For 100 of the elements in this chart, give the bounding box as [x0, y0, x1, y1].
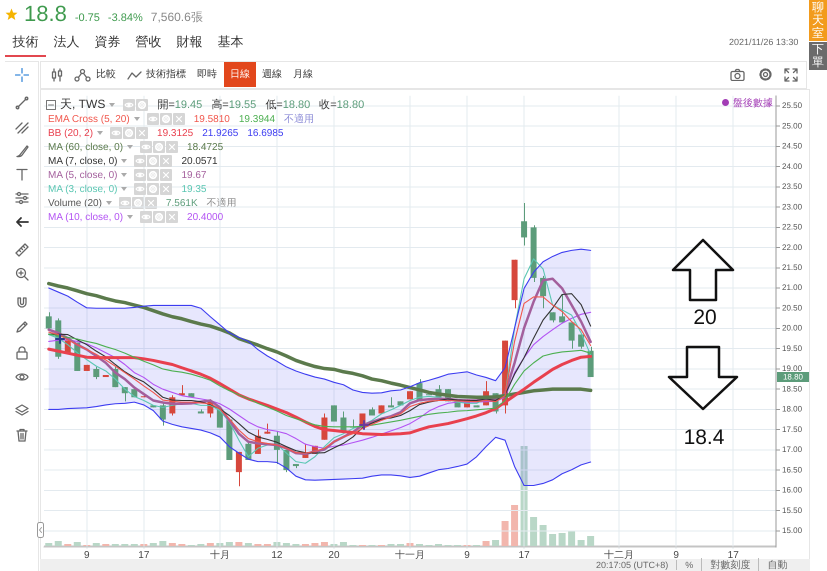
annotation: 低=18.80 [265, 99, 310, 111]
text: MA (10, close, 0) [48, 212, 124, 222]
candlestick [236, 451, 242, 487]
bar [568, 531, 576, 546]
annotation: 18.80 [782, 372, 804, 382]
text: 即時 [197, 68, 217, 81]
candlestick [559, 294, 566, 323]
x-tick-label: 20 [328, 550, 340, 561]
text: 2021/11/26 13:30 [729, 37, 798, 47]
bar [549, 534, 556, 546]
text: -0.75 [74, 12, 100, 24]
text: -3.84% [108, 12, 143, 24]
bar [54, 541, 62, 546]
y-tick-label: 21.50 [782, 262, 803, 272]
text: 比較 [96, 68, 116, 81]
annotation: 18.4725 [187, 142, 224, 152]
bar [340, 542, 347, 546]
bar [558, 533, 566, 546]
annotation: 19.3944 [238, 114, 276, 124]
annotation: 20.4000 [187, 212, 224, 222]
text: 7,560.6張 [150, 9, 203, 26]
text: 法人 [52, 33, 80, 51]
bar [45, 543, 52, 546]
x-tick-label: 十一月 [395, 548, 425, 561]
text: 18.8 [24, 1, 67, 27]
annotation: 高=19.55 [211, 99, 256, 111]
text: 技術指標 [146, 68, 186, 81]
text: 對數刻度 [701, 558, 758, 571]
y-tick-label: 17.00 [782, 445, 803, 454]
x-tick-label: 17 [518, 550, 530, 561]
bar [235, 542, 242, 546]
text: 技術 [5, 33, 46, 57]
x-tick-label: 17 [728, 550, 740, 561]
annotation: 20.0571 [181, 156, 218, 166]
text: MA (7, close, 0) [48, 156, 118, 166]
candlestick [521, 202, 528, 246]
x-tick-label: 9 [84, 550, 90, 561]
y-tick-label: 19.50 [782, 344, 803, 353]
x-tick-label: 17 [138, 550, 150, 561]
text: BB (20, 2) [48, 128, 94, 138]
x-tick-label: 十二月 [604, 548, 634, 561]
text: 日線 [224, 62, 256, 87]
bar [206, 543, 214, 546]
bar [244, 543, 252, 546]
bar [320, 542, 328, 546]
x-tick-label: 9 [464, 550, 470, 561]
text: 基本 [216, 33, 244, 51]
text: EMA Cross (5, 20) [48, 114, 130, 124]
y-tick-label: 23.00 [782, 202, 803, 212]
y-tick-label: 25.50 [782, 101, 803, 110]
candlestick [388, 396, 394, 408]
y-tick-label: 17.50 [782, 424, 803, 434]
candlestick [93, 366, 100, 380]
text: 資券 [94, 33, 122, 51]
annotation: 20 [692, 306, 718, 330]
y-tick-label: 20.00 [782, 324, 803, 333]
text: 財報 [176, 33, 204, 51]
bar [311, 543, 318, 546]
annotation: 收=18.80 [319, 99, 364, 111]
y-tick-label: 16.50 [782, 465, 803, 474]
y-tick-label: 18.00 [782, 404, 803, 414]
x-tick-label: 9 [673, 550, 680, 561]
annotation: 18.4 [682, 426, 726, 450]
text: 7.561K [166, 198, 198, 208]
annotation: 不適用 [284, 112, 314, 126]
y-tick-label: 22.00 [782, 242, 803, 252]
annotation: 開=19.45 [157, 99, 202, 111]
text: 營收 [134, 33, 162, 51]
annotation: 21.9265 [202, 128, 238, 138]
bar [511, 505, 518, 546]
bar [540, 525, 547, 546]
text: MA (60, close, 0) [48, 142, 124, 152]
bar [530, 517, 538, 546]
y-tick-label: 25.00 [782, 121, 803, 130]
y-tick-label: 16.00 [782, 486, 803, 495]
chat-tab: 聊天室 [809, 0, 827, 41]
bar [482, 541, 490, 546]
annotation: 盤後數據 [733, 96, 773, 110]
y-tick-label: 23.50 [782, 182, 803, 192]
bar [74, 542, 81, 546]
bar [150, 543, 157, 546]
y-tick-label: 24.00 [782, 162, 803, 171]
text: MA (5, close, 0) [48, 170, 118, 180]
x-tick-label: 12 [271, 550, 283, 561]
bar [587, 536, 594, 546]
order-tab: 下單 [809, 42, 827, 70]
y-tick-label: 19.00 [782, 364, 803, 374]
y-tick-label: 21.00 [782, 283, 803, 292]
y-tick-label: 20.50 [782, 303, 803, 312]
annotation: 19.5810 [194, 114, 230, 124]
chart-title: 天, TWS [60, 96, 106, 113]
y-tick-label: 22.50 [782, 222, 803, 232]
x-tick-label: 十月 [210, 548, 230, 561]
bar [168, 543, 176, 546]
text: MA (3, close, 0) [48, 184, 118, 194]
y-tick-label: 18.50 [782, 384, 803, 394]
bar [92, 543, 100, 546]
text: 自動 [758, 558, 796, 571]
bar [502, 521, 509, 546]
y-tick-label: 24.50 [782, 142, 803, 151]
